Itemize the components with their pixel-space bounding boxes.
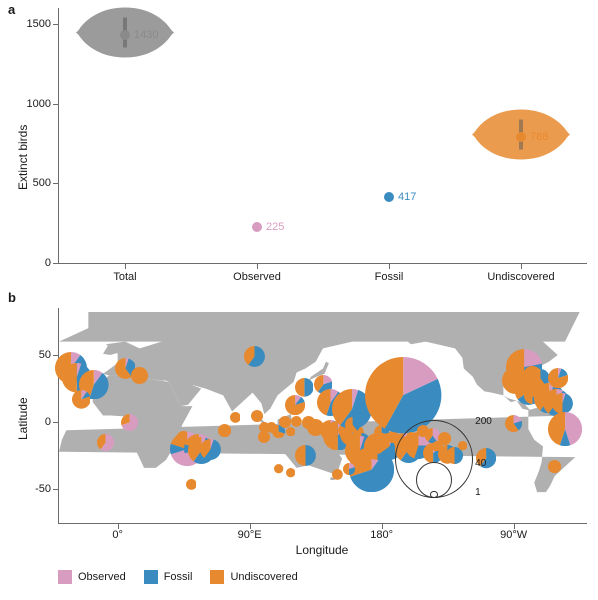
panel-b-xtick-label: 180° <box>370 529 393 541</box>
panel-a-label: a <box>8 2 15 17</box>
data-point-label: 417 <box>398 191 416 203</box>
size-legend-circle <box>430 491 437 498</box>
data-point <box>120 30 130 40</box>
legend-label: Undiscovered <box>230 571 297 583</box>
map-pie <box>131 367 148 389</box>
panel-b-xtick-label: 0° <box>112 529 123 541</box>
size-legend-label: 1 <box>475 487 481 498</box>
data-point-label: 1430 <box>134 29 158 41</box>
panel-a-ytick-label: 0 <box>45 257 59 269</box>
panel-b-ytick-label: 50 <box>39 349 59 361</box>
panel-a-ytick-label: 500 <box>33 177 59 189</box>
map-pie <box>72 390 91 414</box>
data-point <box>384 192 394 202</box>
map-pie <box>343 462 355 480</box>
map-pie <box>332 467 343 485</box>
panel-b-xtick-label: 90°E <box>238 529 262 541</box>
pie-layer <box>59 308 587 523</box>
panel-a-ylabel: Extinct birds <box>16 125 30 190</box>
panel-a-plot: 050010001500TotalObservedFossilUndiscove… <box>58 8 587 264</box>
map-pie <box>97 434 114 456</box>
panel-a-cat-label: Fossil <box>375 271 404 283</box>
map-pie <box>186 477 197 495</box>
panel-a-cat-label: Observed <box>233 271 281 283</box>
size-legend-label: 40 <box>475 458 486 469</box>
panel-a-cat-label: Undiscovered <box>487 271 554 283</box>
map-pie <box>230 410 241 428</box>
map-pie <box>548 368 568 393</box>
panel-b-ylabel: Latitude <box>16 397 30 440</box>
map-pie <box>244 346 265 372</box>
legend-item: Observed <box>58 570 126 584</box>
size-legend-label: 200 <box>475 416 492 427</box>
size-legend: 200401 <box>395 420 471 496</box>
legend-item: Fossil <box>144 570 193 584</box>
legend-swatch <box>144 570 158 584</box>
panel-b-plot: 200401 0°90°E180°90°W-50050 <box>58 308 587 524</box>
panel-b-label: b <box>8 290 16 305</box>
legend-swatch <box>58 570 72 584</box>
panel-b: b Latitude 200401 0°90°E180°90°W-50050 L… <box>0 290 598 560</box>
map-pie <box>200 439 221 465</box>
panel-b-ytick-label: 0 <box>45 416 59 428</box>
data-point-label: 788 <box>530 131 548 143</box>
legend-item: Undiscovered <box>210 570 297 584</box>
map-pie <box>548 460 561 478</box>
panel-a-cat-label: Total <box>113 271 136 283</box>
map-pie <box>274 461 283 479</box>
data-point <box>516 132 526 142</box>
legend-swatch <box>210 570 224 584</box>
panel-a-ytick-label: 1000 <box>27 98 59 110</box>
legend: Observed Fossil Undiscovered <box>58 570 298 584</box>
data-point <box>252 222 262 232</box>
figure: a Extinct birds 050010001500TotalObserve… <box>0 0 598 600</box>
data-point-label: 225 <box>266 221 284 233</box>
legend-label: Fossil <box>164 571 193 583</box>
panel-b-ytick-label: -50 <box>35 483 59 495</box>
panel-b-xlabel: Longitude <box>58 543 586 557</box>
map-pie <box>121 414 138 436</box>
map-pie <box>295 378 314 402</box>
panel-a: a Extinct birds 050010001500TotalObserve… <box>0 0 598 290</box>
panel-b-xtick-label: 90°W <box>500 529 527 541</box>
legend-label: Observed <box>78 571 126 583</box>
map-pie <box>505 415 522 437</box>
panel-a-ytick-label: 1500 <box>27 18 59 30</box>
map-pie <box>548 412 582 451</box>
map-pie <box>295 445 316 471</box>
